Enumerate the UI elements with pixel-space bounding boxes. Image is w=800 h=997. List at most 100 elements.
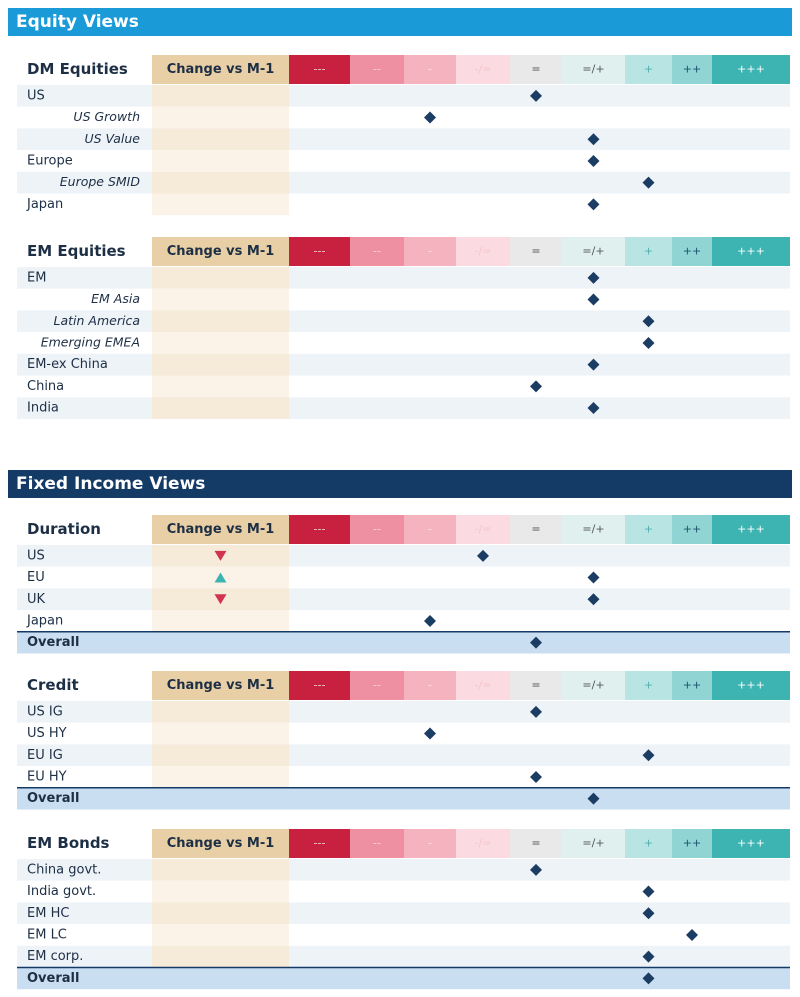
change-header-label: Change vs M-1	[167, 678, 275, 693]
scale-header	[712, 515, 790, 544]
scale-header	[350, 671, 404, 700]
row-label: India govt.	[27, 884, 96, 899]
row-label: EU IG	[27, 748, 63, 763]
scale-header	[350, 55, 404, 84]
change-arrow-down	[214, 594, 227, 605]
view-diamond	[642, 176, 655, 189]
change-header	[152, 55, 289, 84]
change-cell	[152, 701, 289, 723]
scale-header	[456, 829, 510, 858]
row-bg	[17, 880, 790, 903]
row-bg	[17, 193, 790, 216]
table-title: Duration	[27, 520, 101, 538]
overall-row	[17, 967, 790, 990]
table-title: EM Equities	[27, 242, 126, 260]
change-cell	[152, 924, 289, 946]
scale-header	[510, 671, 562, 700]
scale-label: -/=	[475, 679, 492, 692]
view-diamond	[587, 293, 600, 306]
scale-header	[289, 237, 350, 266]
view-diamond	[642, 907, 655, 920]
row-bg	[17, 353, 790, 376]
row-label: UK	[27, 592, 46, 607]
row-label: EM Asia	[91, 291, 140, 306]
view-diamond	[642, 315, 655, 328]
view-diamond	[530, 636, 542, 649]
scale-label: +	[644, 245, 653, 258]
section-bar	[8, 470, 792, 498]
row-label: EU HY	[27, 769, 67, 784]
scale-header	[350, 829, 404, 858]
row-label: US	[27, 88, 45, 103]
row-bg	[17, 566, 790, 589]
overall-row	[17, 787, 790, 810]
view-diamond	[587, 792, 600, 805]
scale-label: =/+	[582, 523, 604, 536]
row-label: US Value	[84, 131, 140, 146]
view-diamond	[530, 380, 542, 393]
section-title: Equity Views	[16, 12, 139, 32]
scale-header	[712, 55, 790, 84]
view-diamond	[642, 885, 655, 898]
scale-label: +	[644, 837, 653, 850]
scale-label: -	[428, 837, 432, 850]
row-bg	[17, 150, 790, 172]
overall-label: Overall	[27, 635, 79, 650]
view-diamond	[587, 198, 600, 211]
change-header	[152, 829, 289, 858]
change-arrow-down	[214, 550, 227, 561]
scale-label: =/+	[582, 245, 604, 258]
scale-header	[404, 829, 456, 858]
section-title: Fixed Income Views	[16, 474, 205, 494]
scale-header	[562, 671, 625, 700]
row-label: China	[27, 379, 64, 394]
view-diamond	[587, 133, 600, 146]
view-diamond	[642, 972, 655, 985]
table-title: EM Bonds	[27, 834, 110, 852]
scale-label: ++	[683, 63, 701, 76]
change-cell	[152, 128, 289, 151]
scale-header	[672, 671, 712, 700]
row-bg	[17, 924, 790, 946]
scale-header	[289, 671, 350, 700]
row-bg	[17, 722, 790, 745]
row-bg	[17, 588, 790, 611]
table-title: Credit	[27, 676, 79, 694]
scale-header	[404, 671, 456, 700]
scale-header	[289, 515, 350, 544]
row-label: EM corp.	[27, 949, 83, 964]
change-cell	[152, 310, 289, 333]
row-bg	[17, 945, 790, 968]
view-diamond	[642, 336, 655, 349]
change-cell	[152, 859, 289, 881]
scale-label: ---	[314, 523, 326, 536]
scale-header	[456, 515, 510, 544]
row-label: China govt.	[27, 862, 101, 877]
row-bg	[17, 375, 790, 398]
scale-label: +++	[737, 245, 765, 258]
scale-header	[456, 671, 510, 700]
change-cell	[152, 288, 289, 311]
change-cell	[152, 397, 289, 419]
scale-label: +++	[737, 523, 765, 536]
row-label: EM-ex China	[27, 357, 108, 372]
change-cell	[152, 267, 289, 289]
change-cell	[152, 880, 289, 903]
change-arrow-up	[214, 572, 227, 583]
scale-label: ++	[683, 245, 701, 258]
scale-header	[510, 515, 562, 544]
scale-label: --	[373, 837, 381, 850]
scale-header	[350, 515, 404, 544]
scale-label: =	[531, 523, 540, 536]
scale-label: +	[644, 523, 653, 536]
row-bg	[17, 902, 790, 925]
view-diamond	[587, 358, 600, 371]
row-bg	[17, 267, 790, 289]
view-diamond	[477, 549, 489, 562]
scale-header	[625, 55, 672, 84]
view-diamond	[686, 928, 698, 941]
scale-header	[562, 55, 625, 84]
scale-header	[510, 237, 562, 266]
scale-header	[456, 55, 510, 84]
scale-header	[562, 515, 625, 544]
